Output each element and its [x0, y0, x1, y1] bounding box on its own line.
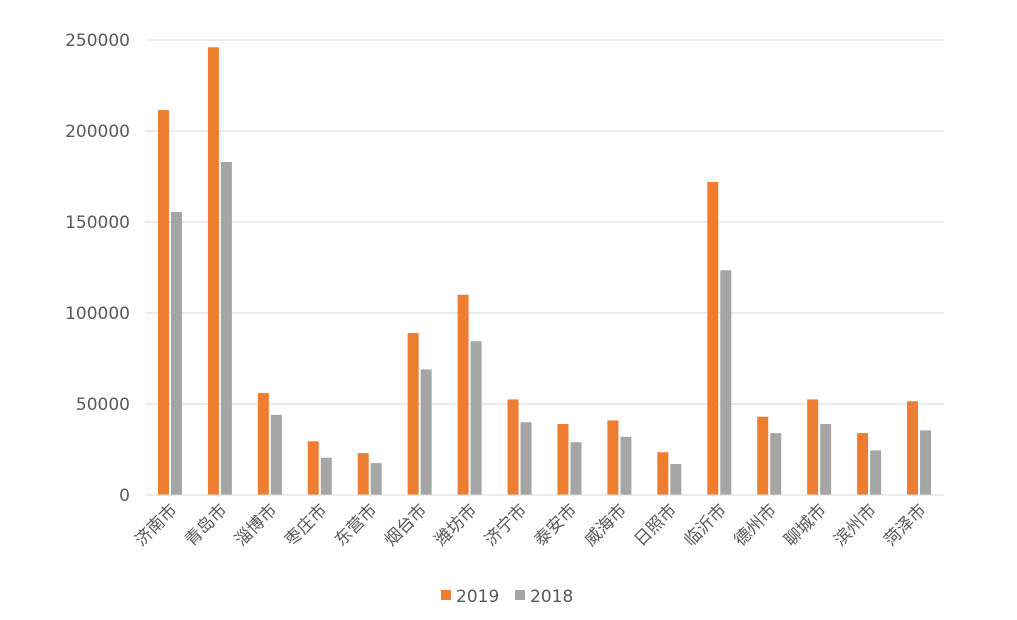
- x-category-label: 烟台市: [381, 500, 431, 550]
- x-category-label: 菏泽市: [880, 500, 930, 550]
- x-category-label: 滨州市: [830, 500, 880, 550]
- bar-2019-3: [257, 393, 269, 495]
- bar-2018-4: [320, 457, 332, 495]
- bar-2018-9: [570, 442, 582, 495]
- bar-2018-7: [470, 341, 482, 495]
- x-category-label: 潍坊市: [431, 500, 481, 550]
- bar-2018-10: [620, 436, 632, 495]
- legend-swatch-2018: [515, 590, 525, 600]
- bar-2019-12: [707, 181, 719, 495]
- y-tick-label: 250000: [65, 31, 130, 51]
- x-category-label: 东营市: [331, 500, 381, 550]
- bar-2019-9: [557, 424, 569, 495]
- x-category-label: 济宁市: [481, 500, 531, 550]
- bars: [157, 47, 932, 496]
- bar-2019-5: [357, 453, 369, 495]
- bar-2018-13: [770, 433, 782, 495]
- bar-2018-8: [520, 422, 532, 495]
- bar-2018-5: [370, 463, 382, 495]
- bar-2019-1: [157, 110, 169, 495]
- x-category-label: 威海市: [581, 500, 631, 550]
- bar-2019-8: [507, 399, 519, 495]
- y-tick-label: 200000: [65, 122, 130, 142]
- bar-2018-2: [220, 161, 232, 495]
- x-category-label: 淄博市: [231, 500, 281, 550]
- legend: 2019 2018: [441, 587, 573, 607]
- gridlines: [145, 39, 944, 405]
- x-category-label: 泰安市: [531, 500, 581, 550]
- legend-swatch-2019: [441, 590, 451, 600]
- bar-2019-13: [757, 416, 769, 495]
- x-category-label: 枣庄市: [281, 500, 331, 550]
- bar-2019-11: [657, 452, 669, 495]
- x-category-label: 德州市: [731, 500, 781, 550]
- bar-2019-4: [307, 441, 319, 495]
- bar-2019-6: [407, 333, 419, 495]
- bar-2019-15: [857, 433, 869, 495]
- bar-2018-6: [420, 369, 432, 495]
- bar-2019-2: [207, 47, 219, 495]
- y-tick-label: 50000: [76, 395, 130, 415]
- y-tick-label: 150000: [65, 213, 130, 233]
- bar-2018-15: [870, 450, 882, 495]
- x-category-label: 青岛市: [181, 500, 231, 550]
- x-category-label: 聊城市: [780, 500, 830, 550]
- bar-2018-12: [720, 270, 732, 495]
- bar-2019-16: [907, 401, 919, 495]
- legend-label-2018: 2018: [530, 587, 573, 607]
- y-axis-tick-labels: 0 50000 100000 150000 200000 250000: [65, 31, 130, 506]
- bar-2019-10: [607, 420, 619, 495]
- bar-2018-3: [270, 414, 282, 495]
- y-tick-label: 0: [119, 486, 130, 506]
- bar-2018-11: [670, 464, 682, 495]
- legend-label-2019: 2019: [456, 587, 499, 607]
- x-category-label: 临沂市: [681, 500, 731, 550]
- x-category-label: 日照市: [631, 500, 681, 550]
- x-axis-category-labels: 济南市 青岛市 淄博市 枣庄市 东营市 烟台市 潍坊市 济宁市 泰安市 威海市 日照市 临沂市 德州市聊…: [131, 500, 930, 550]
- y-tick-label: 100000: [65, 304, 130, 324]
- bar-2018-14: [820, 424, 832, 495]
- bar-2018-16: [920, 430, 932, 495]
- bar-2018-1: [170, 211, 182, 496]
- bar-2019-14: [807, 399, 819, 495]
- x-category-label: 济南市: [131, 500, 181, 550]
- bar-2019-7: [457, 294, 469, 495]
